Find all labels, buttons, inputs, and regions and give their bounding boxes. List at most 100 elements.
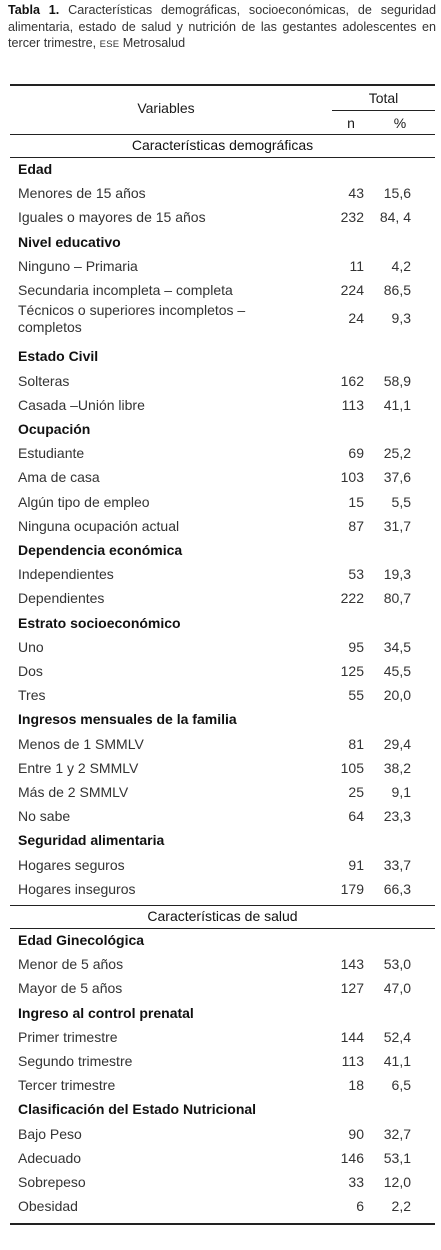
cell-pct: 12,0 — [383, 1174, 411, 1190]
category-label: Estrato socioeconómico — [18, 614, 181, 631]
cell-n: 90 — [348, 1125, 364, 1142]
cell-n: 33 — [348, 1174, 364, 1190]
cell-pct: 9,3 — [391, 310, 411, 327]
row-label: Segundo trimestre — [18, 1053, 133, 1069]
section-divider-rule — [10, 905, 435, 906]
category-label: Estado Civil — [18, 348, 99, 365]
cell-pct: 53,0 — [383, 956, 411, 973]
row-label: Obesidad — [18, 1198, 78, 1215]
row-label: Casada –Unión libre — [18, 396, 145, 413]
cell-pct: 20,0 — [383, 687, 411, 704]
cell-pct: 45,5 — [383, 663, 411, 679]
cell-n: 103 — [340, 469, 364, 486]
cell-pct: 47,0 — [383, 980, 411, 997]
cell-pct: 15,6 — [383, 185, 411, 202]
cell-pct: 29,4 — [383, 735, 411, 752]
section-title: Características de salud — [147, 908, 298, 924]
row-label: Tres — [18, 687, 46, 704]
top-rule — [10, 84, 435, 86]
row-label: Dependientes — [18, 590, 105, 607]
row-label: Iguales o mayores de 15 años — [18, 209, 206, 226]
cell-pct: 2,2 — [391, 1198, 411, 1215]
row-label: Hogares seguros — [18, 856, 125, 873]
table-caption: Tabla 1. Características demográficas, s… — [8, 2, 436, 54]
cell-n: 87 — [348, 517, 364, 534]
cell-pct: 53,1 — [383, 1149, 411, 1166]
row-label: Técnicos o superiores incompletos – — [18, 302, 246, 319]
cell-n: 11 — [349, 257, 364, 274]
category-label: Ingresos mensuales de la familia — [18, 711, 237, 728]
caption-ese: ESE — [99, 39, 120, 50]
header-n: n — [347, 115, 355, 131]
row-label-continued: completos — [18, 319, 82, 336]
cell-n: 95 — [348, 638, 364, 655]
cell-pct: 19,3 — [383, 566, 411, 583]
cell-pct: 32,7 — [383, 1125, 411, 1142]
cell-n: 6 — [356, 1198, 364, 1215]
cell-n: 53 — [348, 566, 364, 583]
cell-n: 224 — [340, 282, 364, 298]
cell-pct: 84, 4 — [379, 209, 411, 226]
cell-n: 69 — [348, 445, 364, 462]
caption-label: Tabla 1. — [8, 3, 60, 17]
cell-n: 232 — [340, 209, 364, 226]
row-label: Sobrepeso — [18, 1174, 86, 1190]
cell-n: 162 — [340, 372, 364, 389]
row-label: Dos — [18, 663, 43, 679]
category-label: Edad Ginecológica — [18, 932, 145, 948]
row-label: Solteras — [18, 372, 70, 389]
header-total: Total — [368, 90, 399, 106]
cell-pct: 5,5 — [391, 493, 411, 510]
category-label: Clasificación del Estado Nutricional — [18, 1101, 257, 1118]
cell-pct: 41,1 — [383, 396, 411, 413]
cell-n: 127 — [340, 980, 364, 997]
caption-text-end: Metrosalud — [122, 36, 186, 50]
cell-pct: 6,5 — [391, 1077, 411, 1094]
row-label: Uno — [18, 638, 44, 655]
cell-n: 55 — [348, 687, 364, 704]
cell-pct: 33,7 — [383, 856, 411, 873]
cell-n: 24 — [348, 310, 364, 327]
cell-pct: 4,2 — [391, 257, 411, 274]
row-label: Más de 2 SMMLV — [18, 784, 129, 800]
row-label: Entre 1 y 2 SMMLV — [18, 759, 139, 776]
category-label: Ocupación — [18, 421, 91, 437]
row-label: Bajo Peso — [18, 1125, 82, 1142]
cell-n: 179 — [340, 880, 364, 897]
row-label: Ninguno – Primaria — [18, 257, 138, 274]
cell-n: 64 — [348, 808, 364, 825]
cell-pct: 41,1 — [383, 1053, 411, 1069]
category-label: Edad — [18, 161, 53, 177]
row-label: Menos de 1 SMMLV — [18, 735, 144, 752]
cell-n: 43 — [348, 185, 364, 202]
cell-n: 144 — [340, 1028, 364, 1045]
header-variables: Variables — [137, 100, 195, 116]
cell-n: 222 — [340, 590, 364, 607]
row-label: Tercer trimestre — [18, 1077, 116, 1094]
row-label: Secundaria incompleta – completa — [18, 282, 233, 298]
section-title-rule — [10, 928, 435, 929]
row-label: No sabe — [18, 808, 71, 825]
cell-pct: 34,5 — [383, 638, 411, 655]
cell-pct: 37,6 — [383, 469, 411, 486]
category-label: Nivel educativo — [18, 233, 121, 250]
total-underline — [332, 110, 435, 111]
cell-pct: 58,9 — [383, 372, 411, 389]
section-title-rule — [10, 157, 435, 158]
cell-pct: 31,7 — [383, 517, 411, 534]
row-label: Adecuado — [18, 1149, 82, 1166]
cell-n: 91 — [348, 856, 364, 873]
cell-pct: 38,2 — [383, 759, 411, 776]
cell-n: 113 — [341, 1053, 364, 1069]
header-pct: % — [393, 115, 407, 131]
cell-pct: 25,2 — [383, 445, 411, 462]
cell-pct: 80,7 — [383, 590, 411, 607]
cell-pct: 52,4 — [383, 1028, 411, 1045]
cell-n: 146 — [340, 1149, 364, 1166]
row-label: Mayor de 5 años — [18, 980, 123, 997]
row-label: Menores de 15 años — [18, 185, 146, 202]
row-label: Ama de casa — [18, 469, 100, 486]
cell-pct: 9,1 — [391, 784, 411, 800]
row-label: Menor de 5 años — [18, 956, 124, 973]
bottom-rule — [10, 1223, 435, 1226]
